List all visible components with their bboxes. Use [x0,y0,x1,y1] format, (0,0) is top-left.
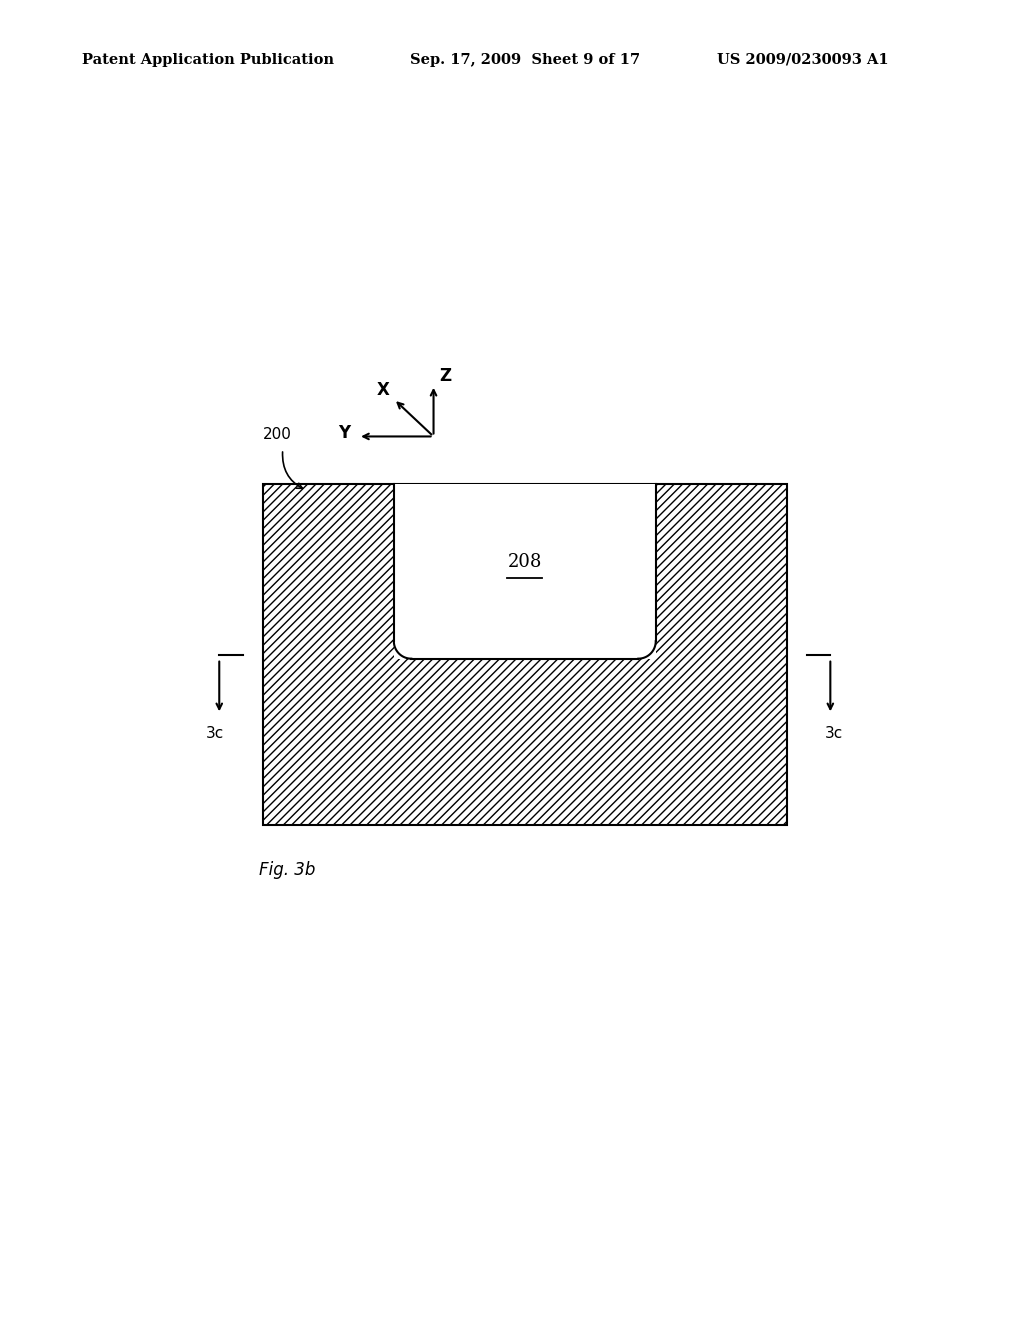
Text: X: X [377,381,390,400]
Text: Y: Y [339,424,350,442]
Bar [263,484,786,825]
Text: 3c: 3c [825,726,844,741]
Text: US 2009/0230093 A1: US 2009/0230093 A1 [717,53,889,67]
Bar [394,484,655,659]
Text: Patent Application Publication: Patent Application Publication [82,53,334,67]
Text: 208: 208 [508,553,542,570]
Text: Fig. 3b: Fig. 3b [259,861,315,879]
Text: 3c: 3c [206,726,224,741]
Text: 200: 200 [263,428,292,442]
Text: Sep. 17, 2009  Sheet 9 of 17: Sep. 17, 2009 Sheet 9 of 17 [410,53,640,67]
Text: Z: Z [439,367,452,385]
